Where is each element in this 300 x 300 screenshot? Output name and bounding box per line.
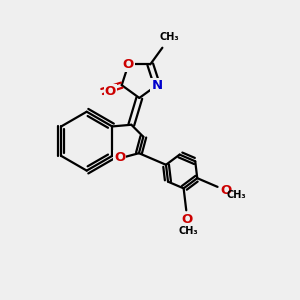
Text: CH₃: CH₃ xyxy=(179,226,199,236)
Text: O: O xyxy=(114,151,125,164)
Text: CH₃: CH₃ xyxy=(159,32,179,42)
Text: O: O xyxy=(123,58,134,71)
Text: N: N xyxy=(152,79,163,92)
Text: O: O xyxy=(105,85,116,98)
Text: CH₃: CH₃ xyxy=(227,190,246,200)
Text: O: O xyxy=(182,213,193,226)
Text: O: O xyxy=(220,184,232,197)
